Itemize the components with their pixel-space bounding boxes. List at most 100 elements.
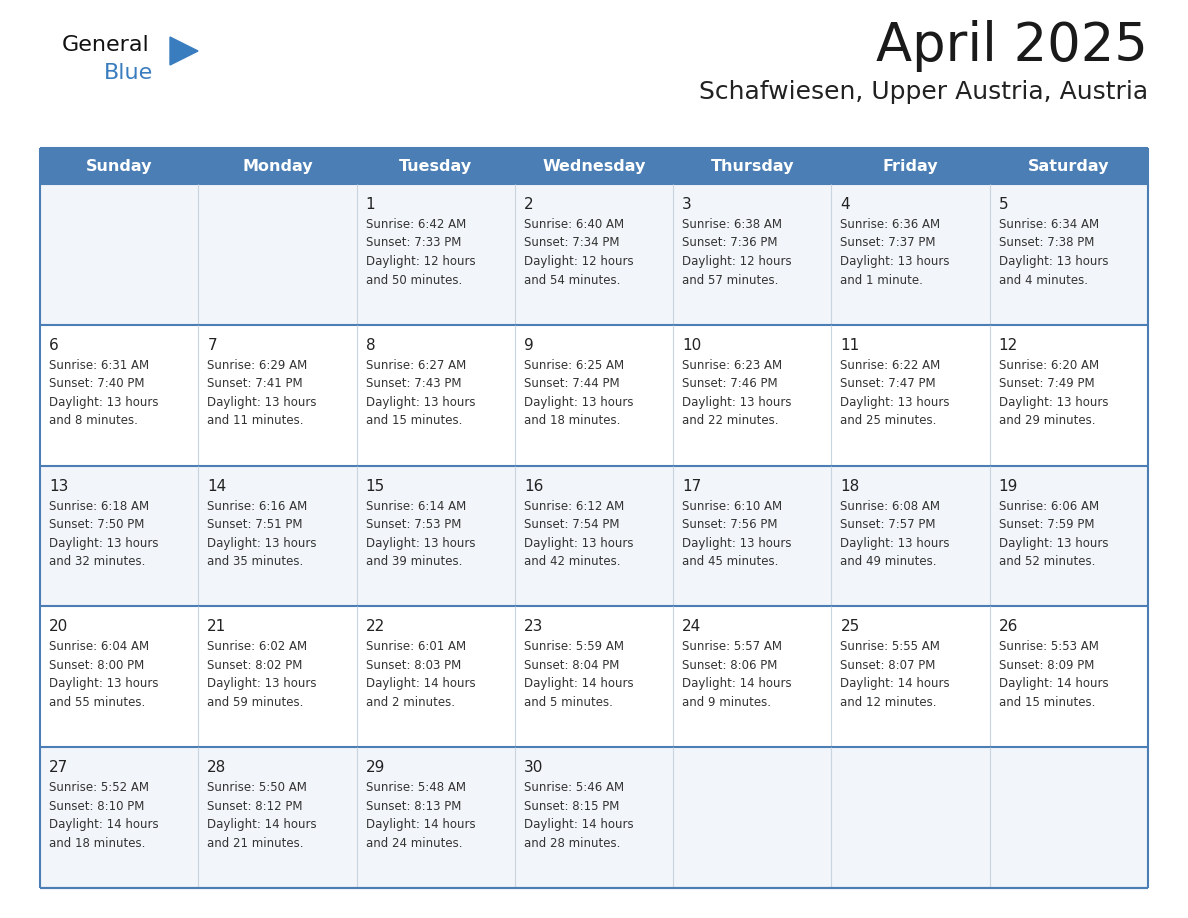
Text: Daylight: 13 hours: Daylight: 13 hours (49, 537, 158, 550)
Text: Sunrise: 6:08 AM: Sunrise: 6:08 AM (840, 499, 941, 512)
Polygon shape (170, 37, 198, 65)
Text: and 5 minutes.: and 5 minutes. (524, 696, 613, 709)
Text: Sunrise: 6:01 AM: Sunrise: 6:01 AM (366, 641, 466, 654)
Text: Daylight: 14 hours: Daylight: 14 hours (999, 677, 1108, 690)
Text: Daylight: 13 hours: Daylight: 13 hours (49, 677, 158, 690)
Text: Daylight: 14 hours: Daylight: 14 hours (49, 818, 159, 831)
Text: Sunset: 7:54 PM: Sunset: 7:54 PM (524, 518, 619, 532)
Text: Sunrise: 5:46 AM: Sunrise: 5:46 AM (524, 781, 624, 794)
Text: Sunrise: 6:23 AM: Sunrise: 6:23 AM (682, 359, 782, 372)
Text: Sunrise: 5:48 AM: Sunrise: 5:48 AM (366, 781, 466, 794)
Text: and 4 minutes.: and 4 minutes. (999, 274, 1088, 286)
Text: Daylight: 13 hours: Daylight: 13 hours (366, 396, 475, 409)
Text: Daylight: 13 hours: Daylight: 13 hours (207, 677, 317, 690)
Text: Sunrise: 5:55 AM: Sunrise: 5:55 AM (840, 641, 941, 654)
Text: 10: 10 (682, 338, 701, 353)
Text: and 9 minutes.: and 9 minutes. (682, 696, 771, 709)
Text: Daylight: 14 hours: Daylight: 14 hours (524, 818, 633, 831)
Text: Daylight: 14 hours: Daylight: 14 hours (682, 677, 791, 690)
Text: Sunset: 7:43 PM: Sunset: 7:43 PM (366, 377, 461, 390)
Text: Sunset: 7:50 PM: Sunset: 7:50 PM (49, 518, 145, 532)
Text: Sunset: 7:37 PM: Sunset: 7:37 PM (840, 237, 936, 250)
Text: and 8 minutes.: and 8 minutes. (49, 414, 138, 427)
Text: Daylight: 13 hours: Daylight: 13 hours (366, 537, 475, 550)
Text: 1: 1 (366, 197, 375, 212)
Text: and 21 minutes.: and 21 minutes. (207, 836, 304, 850)
Text: 2: 2 (524, 197, 533, 212)
Text: 27: 27 (49, 760, 68, 775)
Text: and 54 minutes.: and 54 minutes. (524, 274, 620, 286)
Text: Daylight: 13 hours: Daylight: 13 hours (999, 537, 1108, 550)
Text: April 2025: April 2025 (876, 20, 1148, 72)
Text: Daylight: 13 hours: Daylight: 13 hours (999, 255, 1108, 268)
Text: Sunset: 8:02 PM: Sunset: 8:02 PM (207, 659, 303, 672)
Text: Sunset: 7:49 PM: Sunset: 7:49 PM (999, 377, 1094, 390)
Text: Sunrise: 6:14 AM: Sunrise: 6:14 AM (366, 499, 466, 512)
Text: Sunset: 8:04 PM: Sunset: 8:04 PM (524, 659, 619, 672)
Text: 15: 15 (366, 478, 385, 494)
Text: Daylight: 12 hours: Daylight: 12 hours (524, 255, 633, 268)
Text: Sunset: 7:47 PM: Sunset: 7:47 PM (840, 377, 936, 390)
Text: and 32 minutes.: and 32 minutes. (49, 555, 145, 568)
Text: Daylight: 12 hours: Daylight: 12 hours (366, 255, 475, 268)
Text: Sunrise: 6:10 AM: Sunrise: 6:10 AM (682, 499, 782, 512)
Bar (40, 747, 1148, 888)
Text: 7: 7 (207, 338, 217, 353)
Text: Daylight: 13 hours: Daylight: 13 hours (682, 396, 791, 409)
Text: Sunset: 8:10 PM: Sunset: 8:10 PM (49, 800, 145, 812)
Text: Sunset: 7:59 PM: Sunset: 7:59 PM (999, 518, 1094, 532)
Text: Sunset: 7:34 PM: Sunset: 7:34 PM (524, 237, 619, 250)
Text: Daylight: 13 hours: Daylight: 13 hours (524, 396, 633, 409)
Text: Wednesday: Wednesday (542, 159, 646, 174)
Text: and 39 minutes.: and 39 minutes. (366, 555, 462, 568)
Text: Sunrise: 6:36 AM: Sunrise: 6:36 AM (840, 218, 941, 231)
Text: Sunset: 7:38 PM: Sunset: 7:38 PM (999, 237, 1094, 250)
Text: and 55 minutes.: and 55 minutes. (49, 696, 145, 709)
Text: Daylight: 13 hours: Daylight: 13 hours (840, 537, 950, 550)
Text: Sunrise: 5:59 AM: Sunrise: 5:59 AM (524, 641, 624, 654)
Text: and 12 minutes.: and 12 minutes. (840, 696, 937, 709)
Bar (40, 465, 1148, 607)
Text: and 50 minutes.: and 50 minutes. (366, 274, 462, 286)
Text: Sunset: 7:36 PM: Sunset: 7:36 PM (682, 237, 778, 250)
Text: Monday: Monday (242, 159, 312, 174)
Text: Sunrise: 6:18 AM: Sunrise: 6:18 AM (49, 499, 150, 512)
Text: 14: 14 (207, 478, 227, 494)
Text: and 35 minutes.: and 35 minutes. (207, 555, 304, 568)
Text: Sunrise: 6:02 AM: Sunrise: 6:02 AM (207, 641, 308, 654)
Text: and 45 minutes.: and 45 minutes. (682, 555, 778, 568)
Text: Sunrise: 5:50 AM: Sunrise: 5:50 AM (207, 781, 308, 794)
Text: Sunrise: 6:16 AM: Sunrise: 6:16 AM (207, 499, 308, 512)
Text: 29: 29 (366, 760, 385, 775)
Text: 13: 13 (49, 478, 69, 494)
Text: and 28 minutes.: and 28 minutes. (524, 836, 620, 850)
Text: Sunset: 7:51 PM: Sunset: 7:51 PM (207, 518, 303, 532)
Text: Sunset: 7:40 PM: Sunset: 7:40 PM (49, 377, 145, 390)
Text: and 49 minutes.: and 49 minutes. (840, 555, 937, 568)
Text: Daylight: 13 hours: Daylight: 13 hours (999, 396, 1108, 409)
Text: Sunset: 8:07 PM: Sunset: 8:07 PM (840, 659, 936, 672)
Text: 8: 8 (366, 338, 375, 353)
Text: Sunrise: 6:29 AM: Sunrise: 6:29 AM (207, 359, 308, 372)
Text: and 42 minutes.: and 42 minutes. (524, 555, 620, 568)
Text: Daylight: 14 hours: Daylight: 14 hours (207, 818, 317, 831)
Text: Sunset: 7:56 PM: Sunset: 7:56 PM (682, 518, 778, 532)
Text: Daylight: 13 hours: Daylight: 13 hours (840, 255, 950, 268)
Text: 24: 24 (682, 620, 701, 634)
Text: Sunset: 8:09 PM: Sunset: 8:09 PM (999, 659, 1094, 672)
Text: Daylight: 14 hours: Daylight: 14 hours (840, 677, 950, 690)
Text: Sunrise: 6:06 AM: Sunrise: 6:06 AM (999, 499, 1099, 512)
Text: Friday: Friday (883, 159, 939, 174)
Text: Sunset: 8:12 PM: Sunset: 8:12 PM (207, 800, 303, 812)
Text: Sunset: 7:53 PM: Sunset: 7:53 PM (366, 518, 461, 532)
Text: and 22 minutes.: and 22 minutes. (682, 414, 778, 427)
Text: Sunrise: 5:57 AM: Sunrise: 5:57 AM (682, 641, 782, 654)
Text: Sunrise: 6:04 AM: Sunrise: 6:04 AM (49, 641, 150, 654)
Text: 20: 20 (49, 620, 68, 634)
Text: 6: 6 (49, 338, 58, 353)
Text: Sunrise: 6:25 AM: Sunrise: 6:25 AM (524, 359, 624, 372)
Text: Sunset: 7:46 PM: Sunset: 7:46 PM (682, 377, 778, 390)
Text: Sunrise: 6:34 AM: Sunrise: 6:34 AM (999, 218, 1099, 231)
Text: 19: 19 (999, 478, 1018, 494)
Text: 9: 9 (524, 338, 533, 353)
